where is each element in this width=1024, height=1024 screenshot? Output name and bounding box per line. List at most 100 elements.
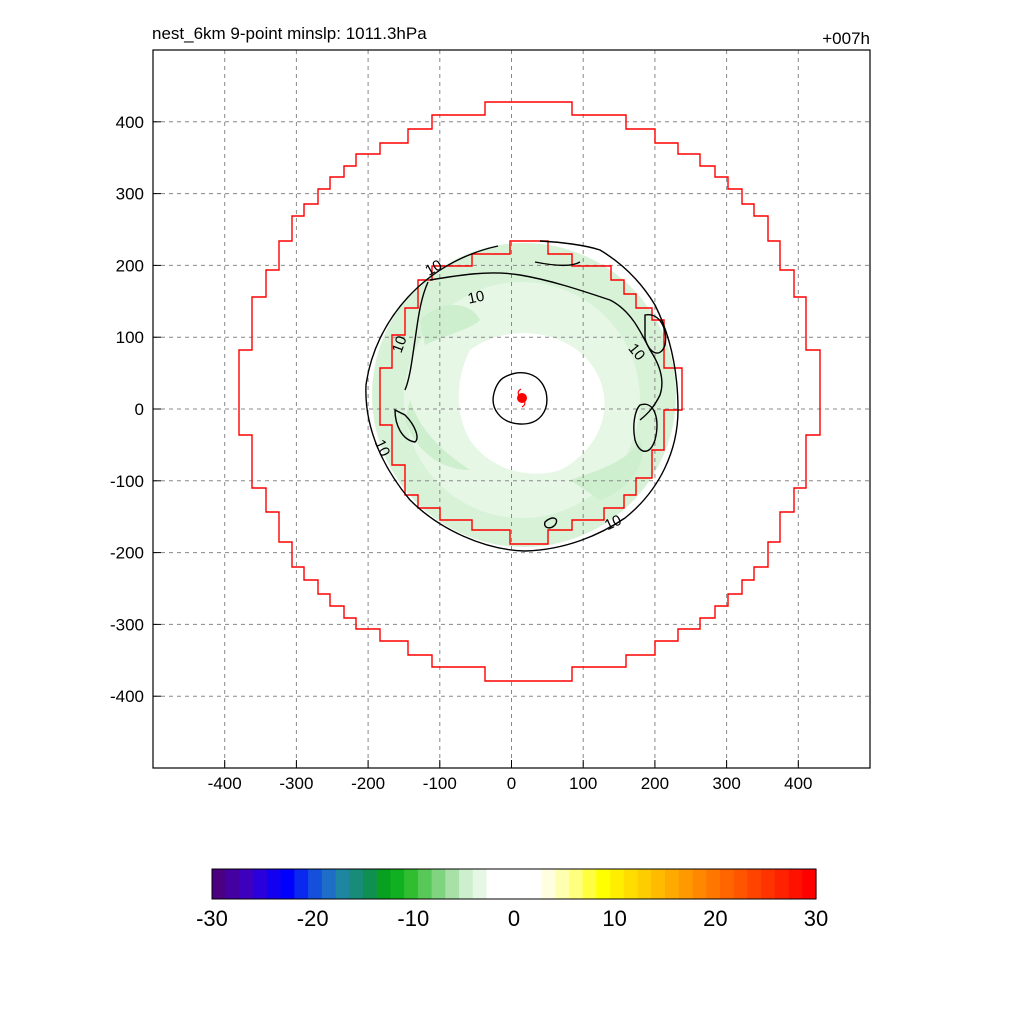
colorbar-swatch <box>623 869 639 899</box>
x-tick-label: -300 <box>279 774 313 793</box>
colorbar-swatch <box>665 869 680 899</box>
y-tick-label: -100 <box>110 472 144 491</box>
colorbar-swatch <box>706 869 721 899</box>
colorbar-swatch <box>294 869 309 899</box>
colorbar-swatch <box>802 869 817 899</box>
colorbar-swatch <box>527 869 543 899</box>
colorbar-swatch <box>376 869 392 899</box>
colorbar-frame <box>211 868 817 900</box>
contour-labels: 10 10 10 10 10 10 <box>371 257 648 535</box>
colorbar-swatch <box>596 869 611 899</box>
outer-boundary-red <box>238 101 821 682</box>
contour-line-10-inner <box>429 272 663 421</box>
colorbar-swatch <box>788 869 803 899</box>
colorbar-swatch <box>225 869 241 899</box>
x-tick-label: 0 <box>507 774 516 793</box>
forecast-hour-label: +007h <box>822 29 870 48</box>
y-tick-label: -300 <box>110 615 144 634</box>
shaded-inner-white <box>458 333 605 474</box>
x-tick-label: -200 <box>351 774 385 793</box>
colorbar-swatch <box>445 869 460 899</box>
y-tick-label: 300 <box>116 185 144 204</box>
colorbar-swatch <box>390 869 405 899</box>
colorbar-swatch <box>582 869 597 899</box>
shaded-patch <box>420 305 480 345</box>
chart-title: nest_6km 9-point minslp: 1011.3hPa <box>152 24 427 43</box>
colorbar-swatch <box>555 869 570 899</box>
contour-closed-east <box>633 403 658 452</box>
x-tick-label: -100 <box>423 774 457 793</box>
x-tick-label: 400 <box>784 774 812 793</box>
colorbar-swatch <box>308 869 323 899</box>
contour-label: 10 <box>371 437 393 459</box>
x-tick-label: 100 <box>569 774 597 793</box>
contour-label: 10 <box>422 257 445 280</box>
y-tick-label: 400 <box>116 113 144 132</box>
colorbar-swatch <box>431 869 446 899</box>
colorbar-swatch <box>678 869 694 899</box>
plot-area: 10 10 10 10 10 10 <box>153 50 870 768</box>
contour-closed-south <box>543 517 558 529</box>
colorbar-swatch <box>472 869 488 899</box>
y-tick-label: 200 <box>116 256 144 275</box>
colorbar-swatch <box>212 869 227 899</box>
colorbar-tick-label: 10 <box>602 906 626 931</box>
x-tick-label: 200 <box>641 774 669 793</box>
colorbar-swatch <box>417 869 433 899</box>
colorbar-swatch <box>486 869 501 899</box>
colorbar-swatch <box>637 869 652 899</box>
shaded-patch <box>405 400 470 470</box>
contour-closed-west <box>394 408 418 443</box>
colorbar-swatch <box>335 869 350 899</box>
colorbar-tick-label: -30 <box>196 906 228 931</box>
contour-label: 10 <box>389 334 411 355</box>
colorbar-swatch <box>253 869 268 899</box>
y-tick-label: 0 <box>135 400 144 419</box>
colorbar-swatch <box>363 869 378 899</box>
contour-closed-ne <box>644 314 667 354</box>
colorbar-swatch <box>239 869 254 899</box>
colorbar-swatch <box>500 869 515 899</box>
colorbar-swatch <box>610 869 625 899</box>
contours <box>365 240 679 552</box>
colorbar: -30 -20 -10 0 10 20 30 <box>196 868 828 931</box>
y-tick-label: 100 <box>116 328 144 347</box>
colorbar-swatch <box>761 869 776 899</box>
colorbar-swatch <box>514 869 529 899</box>
colorbar-swatch <box>541 869 556 899</box>
colorbar-swatch <box>692 869 707 899</box>
colorbar-swatch <box>404 869 419 899</box>
colorbar-tick-label: 20 <box>703 906 727 931</box>
colorbar-swatch <box>266 869 282 899</box>
colorbar-swatch <box>774 869 790 899</box>
contour-label: 10 <box>466 288 486 308</box>
colorbar-swatch <box>733 869 748 899</box>
inner-boundary-red <box>379 240 683 545</box>
colorbar-tick-label: -20 <box>297 906 329 931</box>
x-tick-label: -400 <box>208 774 242 793</box>
colorbar-swatch <box>280 869 295 899</box>
colorbar-tick-label: 30 <box>804 906 828 931</box>
colorbar-swatch <box>321 869 337 899</box>
colorbar-swatch <box>747 869 762 899</box>
contour-line-10-north <box>534 261 581 267</box>
contour-label: 10 <box>602 512 624 534</box>
axes: -400 -300 -200 -100 0 100 200 300 40040030020010… <box>110 113 813 793</box>
y-tick-label: -200 <box>110 544 144 563</box>
colorbar-tick-label: 0 <box>508 906 520 931</box>
shaded-patch <box>570 440 643 500</box>
storm-center-marker <box>517 388 527 408</box>
y-tick-label: -400 <box>110 687 144 706</box>
contour-line-10-west <box>404 281 429 391</box>
colorbar-swatch <box>651 869 666 899</box>
colorbar-swatch <box>459 869 474 899</box>
colorbar-swatch <box>568 869 584 899</box>
colorbar-tick-label: -10 <box>397 906 429 931</box>
contour-line-10-outer <box>365 240 679 552</box>
tropical-cyclone-icon <box>517 388 526 408</box>
colorbar-swatch <box>719 869 735 899</box>
colorbar-swatch <box>349 869 364 899</box>
contour-closed-center <box>492 372 548 425</box>
x-tick-label: 300 <box>712 774 740 793</box>
